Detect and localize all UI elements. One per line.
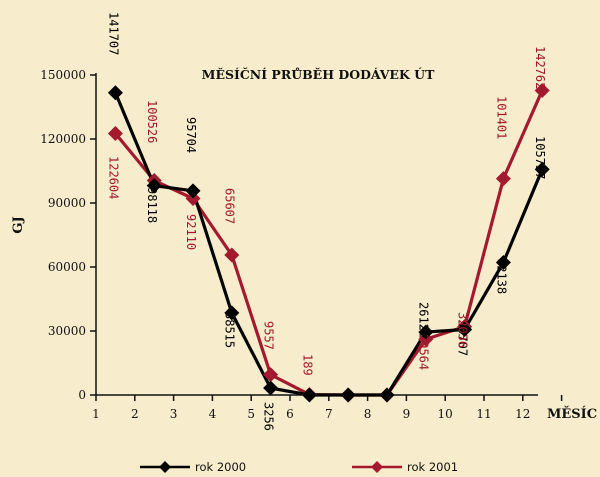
data-label-1: 122604 — [106, 156, 120, 199]
data-label-0: 95704 — [184, 117, 198, 153]
data-point-0 — [107, 85, 123, 101]
data-label-1: 92110 — [184, 214, 198, 250]
data-point-0 — [418, 324, 434, 340]
y-tick-label: 120000 — [40, 132, 86, 146]
chart-title: MĚSÍČNÍ PRŮBĚH DODÁVEK ÚT — [202, 66, 435, 82]
data-label-1: 101401 — [494, 96, 508, 139]
data-label-1: 100526 — [145, 100, 159, 143]
x-tick-label: 9 — [403, 407, 411, 421]
y-tick-label: 150000 — [40, 68, 86, 82]
data-point-0 — [495, 254, 511, 270]
data-label-0: 38515 — [223, 312, 237, 348]
data-point-0 — [379, 387, 395, 403]
y-tick-label: 30000 — [48, 324, 86, 338]
y-tick-label: 60000 — [48, 260, 86, 274]
data-label-0: 30707 — [456, 320, 470, 356]
y-tick-label: 0 — [78, 388, 86, 402]
data-point-0 — [146, 178, 162, 194]
legend-marker — [159, 461, 171, 473]
data-label-1: 142762 — [533, 46, 547, 89]
y-ticks: 0 30000 60000 90000 120000 150000 — [40, 68, 96, 402]
data-point-1 — [224, 247, 240, 263]
data-point-1 — [534, 82, 550, 98]
x-tick-label: 2 — [131, 407, 139, 421]
data-point-0 — [340, 387, 356, 403]
x-tick-label: 8 — [364, 407, 372, 421]
legend-label: rok 2001 — [407, 460, 458, 474]
axes — [95, 73, 538, 396]
x-tick-label: 12 — [515, 407, 530, 421]
x-tick-label: 3 — [170, 407, 178, 421]
data-point-0 — [263, 380, 279, 396]
data-label-1: 29564 — [417, 334, 431, 370]
legend-item-0: rok 2000 — [140, 460, 246, 474]
x-tick-label: 5 — [247, 407, 255, 421]
data-label-1: 32036 — [456, 312, 470, 348]
x-ticks: 1 2 3 4 5 6 7 8 9 10 11 12 — [92, 395, 563, 421]
data-point-0 — [301, 387, 317, 403]
data-point-1 — [107, 125, 123, 141]
data-point-1 — [495, 171, 511, 187]
data-point-1 — [263, 367, 279, 383]
legend-marker — [371, 461, 383, 473]
data-point-0 — [534, 161, 550, 177]
y-axis-label: GJ — [11, 216, 26, 233]
legend-item-1: rok 2001 — [352, 460, 458, 474]
x-tick-label: 1 — [92, 407, 100, 421]
x-tick-label: 7 — [325, 407, 333, 421]
legend: rok 2000 rok 2001 — [140, 460, 458, 474]
data-point-1 — [185, 190, 201, 206]
x-tick-label: 4 — [209, 407, 217, 421]
series-line-1 — [114, 89, 544, 397]
x-tick-label: 10 — [438, 407, 453, 421]
x-tick-label: 11 — [476, 407, 491, 421]
x-axis-label: MĚSÍC — [547, 406, 597, 422]
y-tick-label: 90000 — [48, 196, 86, 210]
legend-label: rok 2000 — [195, 460, 246, 474]
series-line-0 — [113, 92, 544, 397]
data-label-0: 62138 — [494, 258, 508, 294]
data-label-1: 65607 — [223, 188, 237, 224]
data-point-0 — [457, 321, 473, 337]
data-point-0 — [185, 183, 201, 199]
series-markers — [107, 82, 550, 403]
data-label-0: 3256 — [262, 402, 276, 431]
data-label-0: 26120 — [417, 302, 431, 338]
data-point-0 — [224, 305, 240, 321]
data-label-1: 9557 — [262, 321, 276, 350]
x-tick-label: 6 — [286, 407, 294, 421]
data-label-0: 141707 — [106, 12, 120, 55]
data-label-0: 98118 — [145, 187, 159, 223]
data-label-0: 105757 — [533, 136, 547, 179]
series-lines — [113, 89, 544, 397]
data-label-1: 189 — [300, 354, 314, 376]
